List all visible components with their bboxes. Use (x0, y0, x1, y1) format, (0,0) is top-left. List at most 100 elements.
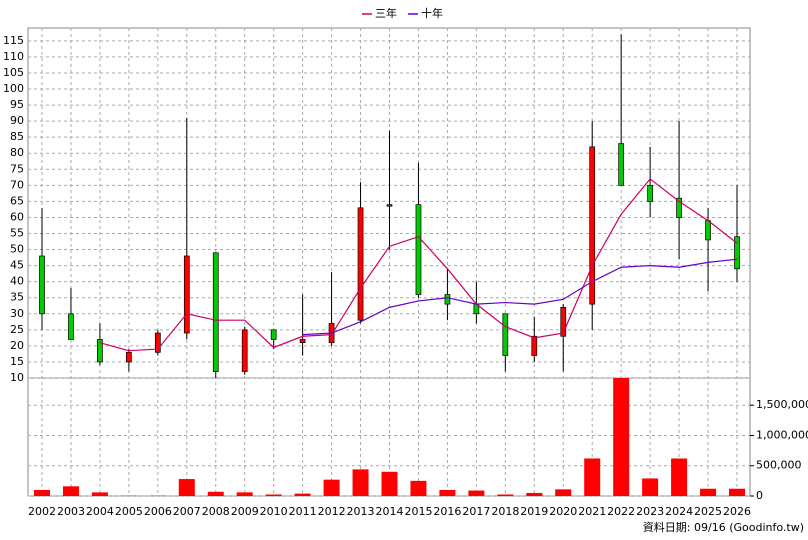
x-tick-label: 2015 (404, 505, 432, 518)
candle-body (618, 143, 625, 186)
x-tick-label: 2009 (231, 505, 259, 518)
candle-body (444, 294, 451, 305)
volume-bar (178, 479, 195, 496)
volume-bar (555, 489, 572, 496)
candle-body (270, 329, 277, 340)
volume-bar (613, 378, 630, 496)
candle-body (386, 204, 393, 207)
ma-line (302, 258, 738, 336)
y-tick-label: 85 (10, 130, 24, 143)
volume-bar (526, 492, 543, 496)
candle-body (560, 307, 567, 337)
volume-bar (381, 471, 398, 496)
y-tick-label: 15 (10, 355, 24, 368)
x-tick-label: 2018 (491, 505, 519, 518)
y-tick-label: 90 (10, 114, 24, 127)
volume-bar (410, 480, 427, 496)
y-tick-label: 40 (10, 275, 24, 288)
x-tick-label: 2011 (289, 505, 317, 518)
candle-body (531, 335, 538, 356)
candle-body (241, 329, 248, 372)
x-tick-label: 2017 (462, 505, 490, 518)
candle-body (415, 204, 422, 295)
y-tick-label: 55 (10, 227, 24, 240)
x-tick-label: 2014 (376, 505, 404, 518)
x-tick-label: 2008 (202, 505, 230, 518)
x-tick-label: 2022 (607, 505, 635, 518)
x-tick-label: 2020 (549, 505, 577, 518)
volume-bar (729, 488, 745, 496)
x-tick-label: 2026 (723, 505, 751, 518)
candle-body (97, 339, 103, 363)
y-tick-label: 80 (10, 146, 24, 159)
y2-tick-label: 500,000 (756, 459, 802, 472)
x-tick-label: 2005 (115, 505, 143, 518)
y-tick-label: 100 (3, 82, 24, 95)
candle-body (705, 220, 711, 241)
volume-bar (352, 469, 369, 496)
volume-bar (236, 492, 253, 496)
y-tick-label: 10 (10, 371, 24, 384)
x-tick-label: 2006 (144, 505, 172, 518)
y-tick-label: 95 (10, 98, 24, 111)
volume-bar (439, 489, 456, 496)
y2-tick-label: 0 (756, 489, 763, 502)
x-tick-label: 2002 (28, 505, 56, 518)
candle-body (589, 146, 596, 305)
y-tick-label: 75 (10, 162, 24, 175)
x-tick-label: 2007 (173, 505, 201, 518)
x-tick-label: 2019 (520, 505, 548, 518)
y-tick-label: 110 (3, 50, 24, 63)
volume-bar (207, 491, 224, 496)
candle-body (299, 339, 306, 344)
x-tick-label: 2024 (665, 505, 693, 518)
candle-body (676, 197, 682, 218)
candle-body (154, 332, 161, 353)
y-tick-label: 70 (10, 178, 24, 191)
candle-body (647, 184, 653, 202)
candle-body (357, 207, 364, 321)
x-tick-label: 2010 (260, 505, 288, 518)
y-tick-label: 115 (3, 34, 24, 47)
volume-bar (671, 458, 688, 496)
y2-tick-label: 1,000,000 (756, 428, 808, 441)
y-tick-label: 30 (10, 307, 24, 320)
y2-tick-label: 1,500,000 (756, 398, 808, 411)
x-tick-label: 2013 (347, 505, 375, 518)
volume-bar (62, 486, 79, 496)
candle-body (212, 252, 219, 372)
ma-line (99, 178, 738, 352)
x-tick-label: 2025 (694, 505, 722, 518)
x-tick-label: 2016 (433, 505, 461, 518)
y-tick-label: 45 (10, 259, 24, 272)
candle-body (502, 313, 509, 356)
legend-label: 三年 (375, 6, 397, 20)
candle-body (68, 313, 74, 340)
volume-bar (34, 489, 50, 496)
y-tick-label: 50 (10, 243, 24, 256)
volume-bar (294, 493, 311, 496)
legend-label: 十年 (421, 6, 443, 20)
candle-body (126, 351, 132, 363)
candle-body (183, 255, 190, 334)
x-tick-label: 2021 (578, 505, 606, 518)
y-tick-label: 105 (3, 66, 24, 79)
x-tick-label: 2003 (57, 505, 85, 518)
volume-bar (91, 492, 108, 496)
volume-bar (642, 478, 659, 496)
y-tick-label: 20 (10, 339, 24, 352)
volume-bar (584, 458, 601, 496)
x-tick-label: 2012 (318, 505, 346, 518)
y-tick-label: 35 (10, 291, 24, 304)
candle-body (734, 236, 740, 270)
x-tick-label: 2004 (86, 505, 114, 518)
volume-bar (700, 488, 717, 496)
volume-bar (468, 490, 485, 496)
footer: 資料日期: 09/16 (Goodinfo.tw) (643, 520, 804, 534)
y-tick-label: 25 (10, 323, 24, 336)
x-tick-label: 2023 (636, 505, 664, 518)
y-tick-label: 65 (10, 194, 24, 207)
volume-bar (323, 479, 340, 496)
y-tick-label: 60 (10, 210, 24, 223)
